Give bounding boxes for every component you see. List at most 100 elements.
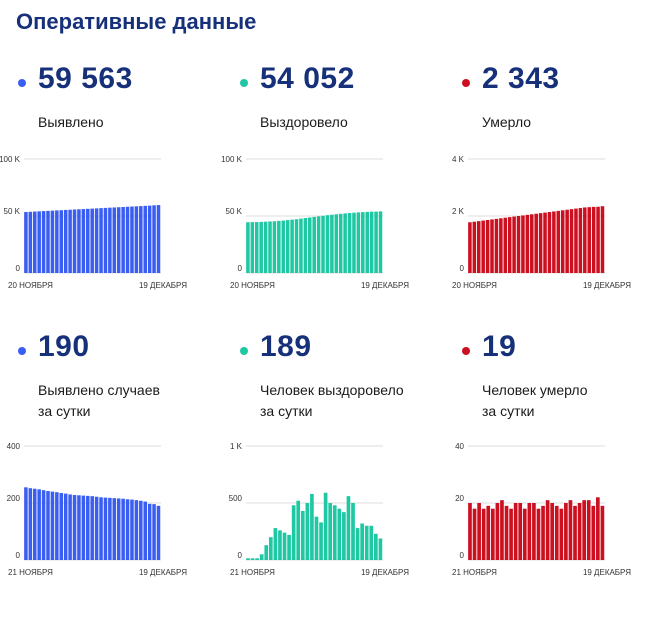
x-tick-label-start: 20 НОЯБРЯ [8,281,53,290]
bar [374,211,378,273]
bar [547,212,552,273]
bar [264,545,269,560]
panel-detected-daily: 190 Выявлено случаев за сутки 0 200 400 21 НОЯ… [7,330,221,620]
y-tick-label: 0 [238,264,243,273]
bar [303,218,308,273]
bar [361,212,365,273]
metric-label-line: Умерло [482,114,532,130]
bar [481,508,486,560]
bar [507,217,512,273]
bar [50,491,55,560]
bar [522,508,527,560]
bar [125,206,130,273]
bar [583,207,587,273]
bar [254,222,259,273]
bar [495,503,500,560]
metric-label: Выявлено [38,112,104,133]
bar [596,206,600,273]
bar [291,505,296,560]
bar [116,207,121,273]
legend-dot [18,347,26,355]
bar [319,522,323,560]
metric-label-line: за сутки [260,403,313,419]
bar-chart: 0 500 1 K 21 НОЯБРЯ 19 ДЕКАБРЯ [229,442,410,577]
x-tick-label-start: 21 НОЯБРЯ [230,568,275,577]
bar [476,221,481,273]
bar [600,505,605,560]
bar [32,488,37,560]
bar [147,503,152,560]
x-tick-label-end: 19 ДЕКАБРЯ [361,281,409,290]
y-tick-label: 50 K [226,207,243,216]
bar [46,491,50,560]
bar [486,505,491,560]
bar [59,210,64,273]
y-tick-label: 0 [16,264,21,273]
bar [152,504,156,560]
metric-label: Выявлено случаев за сутки [38,380,160,422]
bar [121,206,125,273]
bar [490,219,494,273]
y-tick-label: 100 K [0,155,21,164]
bar [312,216,316,273]
y-tick-label: 20 [455,494,464,503]
metric-label: Человек умерло за сутки [482,380,588,422]
bar [90,496,94,560]
bar [518,503,523,560]
bar [525,214,530,273]
bar [568,500,573,560]
bar [59,493,64,560]
metric-label-line: Человек умерло [482,382,588,398]
bar [532,503,536,560]
metric-label: Человек выздоровело за сутки [260,380,404,422]
bar [147,205,152,273]
bar [509,508,513,560]
metric-label-line: Выявлено случаев [38,382,160,398]
y-tick-label: 1 K [230,442,243,451]
metric-label-line: Выявлено [38,114,104,130]
bar [330,214,334,273]
bar [94,208,99,273]
bar [574,208,578,273]
bar [86,495,90,560]
bar [134,206,139,273]
bar [512,216,516,273]
bar [81,209,86,273]
legend-dot [240,79,248,87]
metric-value: 190 [38,330,90,363]
bar [323,492,328,560]
bar [296,500,301,560]
bar [504,505,509,560]
bar [347,213,352,273]
bar [55,492,59,560]
bar [94,496,99,560]
y-tick-label: 400 [7,442,21,451]
legend-dot [18,79,26,87]
x-tick-label-start: 21 НОЯБРЯ [8,568,53,577]
bar [521,215,525,273]
metric-label: Умерло [482,112,531,133]
bar [351,503,355,560]
bar [356,212,361,273]
bar [586,500,591,560]
bar [378,538,383,560]
bar [346,496,351,560]
bar [600,206,605,273]
bar [352,212,356,273]
bar [246,222,250,273]
y-tick-label: 2 K [452,207,465,216]
bar [365,211,369,273]
bar [112,207,117,273]
metric-value: 2 343 [482,62,560,95]
bar [468,503,472,560]
bar [325,215,330,273]
bar [28,211,33,273]
bar [513,503,518,560]
bar [281,220,286,273]
x-tick-label-end: 19 ДЕКАБРЯ [583,568,631,577]
bar [156,205,161,273]
bar [332,505,337,560]
bar [338,213,343,273]
bar [55,210,59,273]
bar [321,215,325,273]
